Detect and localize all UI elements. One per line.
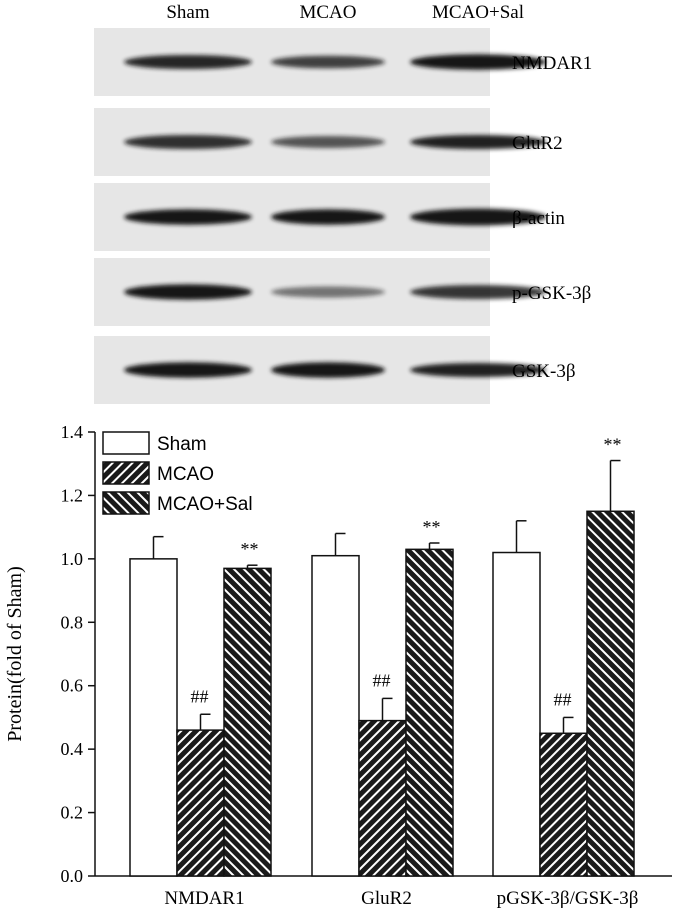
legend-swatch xyxy=(102,431,150,455)
legend-label: MCAO xyxy=(157,464,214,485)
blot-row-nmdar1: NMDAR1 xyxy=(94,28,592,96)
bar xyxy=(539,732,588,877)
blot-rows: NMDAR1 GluR2 β-actin p-GSK-3β GSK-3β xyxy=(94,28,592,404)
bar xyxy=(311,554,360,877)
blot-band xyxy=(410,135,546,149)
category-label: GluR2 xyxy=(361,888,412,909)
bar xyxy=(405,548,454,877)
bar xyxy=(176,729,225,877)
blot-band xyxy=(124,362,252,378)
bar xyxy=(492,551,541,877)
y-tick-label: 0.4 xyxy=(61,739,84,759)
y-tick-label: 1.0 xyxy=(61,549,84,569)
lane-label-sham: Sham xyxy=(166,2,210,23)
protein-label: β-actin xyxy=(512,208,565,229)
y-tick-label: 0.2 xyxy=(61,803,84,823)
significance-mark: ## xyxy=(191,686,209,706)
significance-mark: ** xyxy=(241,539,259,559)
y-axis: 0.0 0.2 0.4 0.6 0.8 1.0 1.2 1.4 xyxy=(61,422,96,886)
legend: Sham MCAO MCAO+Sal xyxy=(102,431,253,515)
blot-row-p-gsk-3: p-GSK-3β xyxy=(94,258,591,326)
blot-band xyxy=(124,135,252,149)
significance-mark: ** xyxy=(604,435,622,455)
series-sham xyxy=(129,520,541,877)
y-tick-label: 1.4 xyxy=(61,422,84,442)
protein-label: NMDAR1 xyxy=(512,53,592,74)
significance-mark: ** xyxy=(423,517,441,537)
bar xyxy=(358,719,407,877)
blot-band xyxy=(271,362,385,378)
blot-band xyxy=(410,54,546,70)
blot-band xyxy=(410,363,546,377)
legend-label: MCAO+Sal xyxy=(157,494,253,515)
bar xyxy=(129,558,178,877)
y-tick-label: 0.8 xyxy=(61,612,84,632)
lane-label-mcao: MCAO xyxy=(299,2,356,23)
y-tick-label: 0.0 xyxy=(61,866,84,886)
y-axis-label: Protein(fold of Sham) xyxy=(4,566,26,742)
y-tick-label: 1.2 xyxy=(61,485,84,505)
series-mcao: ## ## ## xyxy=(176,670,588,877)
blot-band xyxy=(124,209,252,225)
protein-label: p-GSK-3β xyxy=(512,283,591,304)
bar xyxy=(586,510,635,877)
bars: ## ## ## ** ** ** xyxy=(129,435,635,877)
blot-band xyxy=(410,208,546,226)
bar-chart: 0.0 0.2 0.4 0.6 0.8 1.0 1.2 1.4 Protein(fold of… xyxy=(4,422,672,909)
protein-label: GSK-3β xyxy=(512,361,576,382)
blot-row-glur2: GluR2 xyxy=(94,108,563,176)
significance-mark: ## xyxy=(373,670,391,690)
y-tick-label: 0.6 xyxy=(61,676,84,696)
western-blot: Sham MCAO MCAO+Sal NMDAR1 GluR2 β-actin p-G… xyxy=(94,2,592,404)
blot-band xyxy=(271,286,385,298)
legend-swatch xyxy=(102,491,150,515)
blot-band xyxy=(410,285,546,299)
blot-row-actin: β-actin xyxy=(94,183,565,251)
blot-band xyxy=(271,136,385,148)
bar xyxy=(223,567,272,877)
category-label: NMDAR1 xyxy=(164,888,244,909)
significance-mark: ## xyxy=(554,689,572,709)
legend-label: Sham xyxy=(157,434,207,455)
category-label: pGSK-3β/GSK-3β xyxy=(497,888,639,909)
lane-label-mcao-sal: MCAO+Sal xyxy=(432,2,524,23)
series-mcao-sal: ** ** ** xyxy=(223,435,635,877)
legend-swatch xyxy=(102,461,150,485)
blot-row-gsk-3: GSK-3β xyxy=(94,336,576,404)
protein-label: GluR2 xyxy=(512,133,563,154)
blot-band xyxy=(271,55,385,69)
blot-band xyxy=(124,284,252,300)
category-labels: NMDAR1 GluR2 pGSK-3β/GSK-3β xyxy=(164,888,638,909)
blot-band xyxy=(124,55,252,69)
blot-band xyxy=(271,209,385,225)
